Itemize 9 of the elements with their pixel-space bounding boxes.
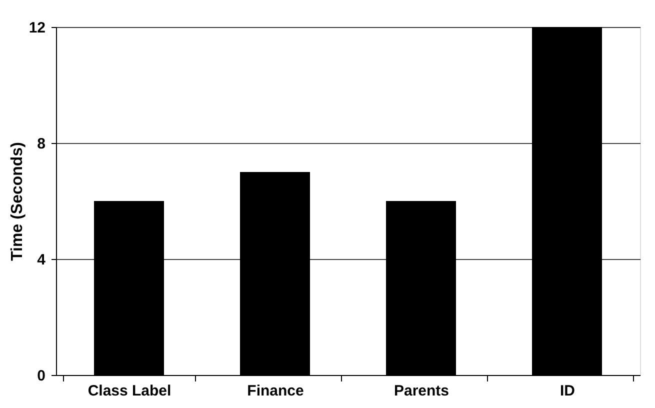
x-tick-label: ID (560, 382, 576, 400)
y-tick-label: 12 (28, 20, 46, 36)
x-tick-label: Parents (394, 382, 450, 400)
y-tick-label: 8 (37, 136, 46, 152)
y-axis-title: Time (Seconds) (8, 142, 26, 261)
y-tick-label: 0 (37, 368, 46, 384)
x-tick-label: Finance (247, 382, 304, 400)
y-tick-label: 4 (37, 252, 46, 268)
x-tick-label: Class Label (88, 382, 172, 400)
